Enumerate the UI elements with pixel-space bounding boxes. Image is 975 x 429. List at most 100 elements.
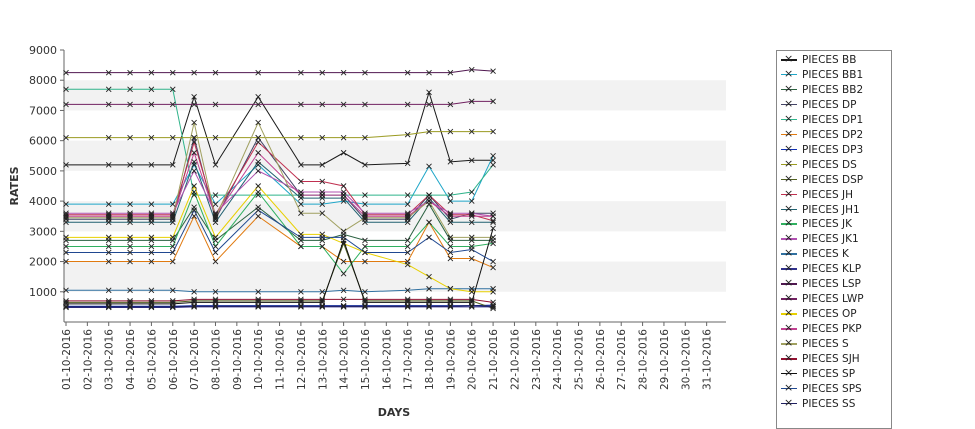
legend-item: × PIECES K (781, 246, 849, 261)
data-point (362, 214, 368, 221)
legend-marker-icon: × (781, 97, 797, 110)
data-point (148, 201, 155, 207)
legend-marker-icon: × (781, 216, 797, 229)
data-point (127, 299, 133, 306)
data-point (319, 192, 326, 198)
data-point (490, 305, 496, 312)
data-point (362, 249, 368, 256)
data-point (404, 303, 411, 310)
data-point (105, 304, 112, 310)
data-point (490, 303, 496, 310)
data-point (468, 288, 475, 295)
data-point (255, 149, 262, 156)
data-point (340, 228, 347, 235)
data-point (148, 219, 155, 226)
data-point (319, 210, 326, 217)
y-axis-label: RATES (8, 166, 21, 205)
x-tick-label: 13-10-2016 (317, 329, 329, 390)
data-point (127, 69, 133, 76)
data-point (319, 134, 326, 141)
y-tick-label: 5000 (29, 165, 57, 178)
data-point (490, 288, 496, 295)
legend-item: × PIECES LWP (781, 291, 864, 306)
data-point (447, 234, 454, 241)
data-point (63, 287, 69, 294)
data-point (63, 258, 69, 265)
data-point (340, 270, 347, 277)
data-point (255, 189, 262, 195)
data-point (63, 162, 69, 168)
legend-label: PIECES LSP (802, 278, 861, 291)
series-line (66, 131, 494, 139)
data-point (490, 157, 496, 164)
data-point (362, 219, 368, 226)
y-tick-label: 4000 (29, 195, 57, 208)
data-point (63, 304, 69, 310)
data-point (447, 159, 454, 165)
y-tick-label: 2000 (29, 256, 57, 269)
legend-marker-icon: × (781, 276, 797, 289)
data-point (490, 219, 496, 226)
data-point (468, 98, 475, 105)
data-point (404, 298, 411, 304)
data-point (490, 240, 496, 247)
data-point (426, 89, 432, 96)
data-point (362, 237, 368, 244)
data-point (447, 211, 454, 218)
legend-label: PIECES SPS (802, 382, 862, 395)
data-point (63, 243, 69, 250)
y-tick-label: 9000 (29, 44, 57, 57)
x-tick-label: 28-10-2016 (638, 329, 650, 390)
legend-item: × PIECES JK (781, 216, 852, 231)
data-point (212, 214, 219, 221)
data-point (148, 214, 155, 221)
data-point (105, 101, 112, 108)
data-point (490, 258, 496, 265)
legend-label: PIECES SP (802, 367, 856, 380)
data-point (468, 234, 475, 241)
data-point (191, 168, 197, 174)
data-point (191, 207, 197, 213)
legend-item: × PIECES BB1 (781, 67, 863, 82)
data-point (212, 298, 219, 304)
data-point (404, 243, 411, 250)
data-point (148, 213, 155, 220)
legend-label: PIECES PKP (802, 323, 862, 336)
data-point (148, 287, 155, 294)
data-point (255, 298, 262, 304)
data-point (212, 101, 219, 108)
data-point (169, 243, 176, 250)
data-point (191, 288, 197, 295)
data-point (404, 214, 411, 221)
data-point (191, 139, 197, 145)
data-point (447, 192, 454, 198)
x-tick-label: 18-10-2016 (424, 329, 436, 390)
data-point (468, 128, 475, 135)
data-point (447, 249, 454, 256)
data-point (169, 304, 176, 310)
data-point (426, 219, 432, 226)
legend-item: × PIECES SPS (781, 381, 862, 396)
x-tick-label: 07-10-2016 (189, 329, 201, 390)
legend-marker-icon: × (781, 82, 797, 95)
data-point (490, 225, 496, 232)
data-point (340, 287, 347, 294)
data-point (362, 101, 368, 108)
data-point (447, 128, 454, 135)
data-point (105, 219, 112, 226)
data-point (340, 192, 347, 198)
y-tick-label: 6000 (29, 135, 57, 148)
x-tick-label: 03-10-2016 (104, 329, 116, 390)
data-point (212, 249, 219, 256)
data-point (191, 101, 197, 108)
x-tick-label: 24-10-2016 (552, 329, 564, 390)
grid-band (64, 80, 726, 111)
data-point (298, 210, 304, 217)
data-point (255, 213, 262, 220)
x-tick-label: 01-10-2016 (61, 329, 73, 390)
data-point (426, 198, 432, 204)
data-point (191, 303, 197, 310)
data-point (63, 214, 69, 221)
legend-marker-icon: × (781, 336, 797, 349)
